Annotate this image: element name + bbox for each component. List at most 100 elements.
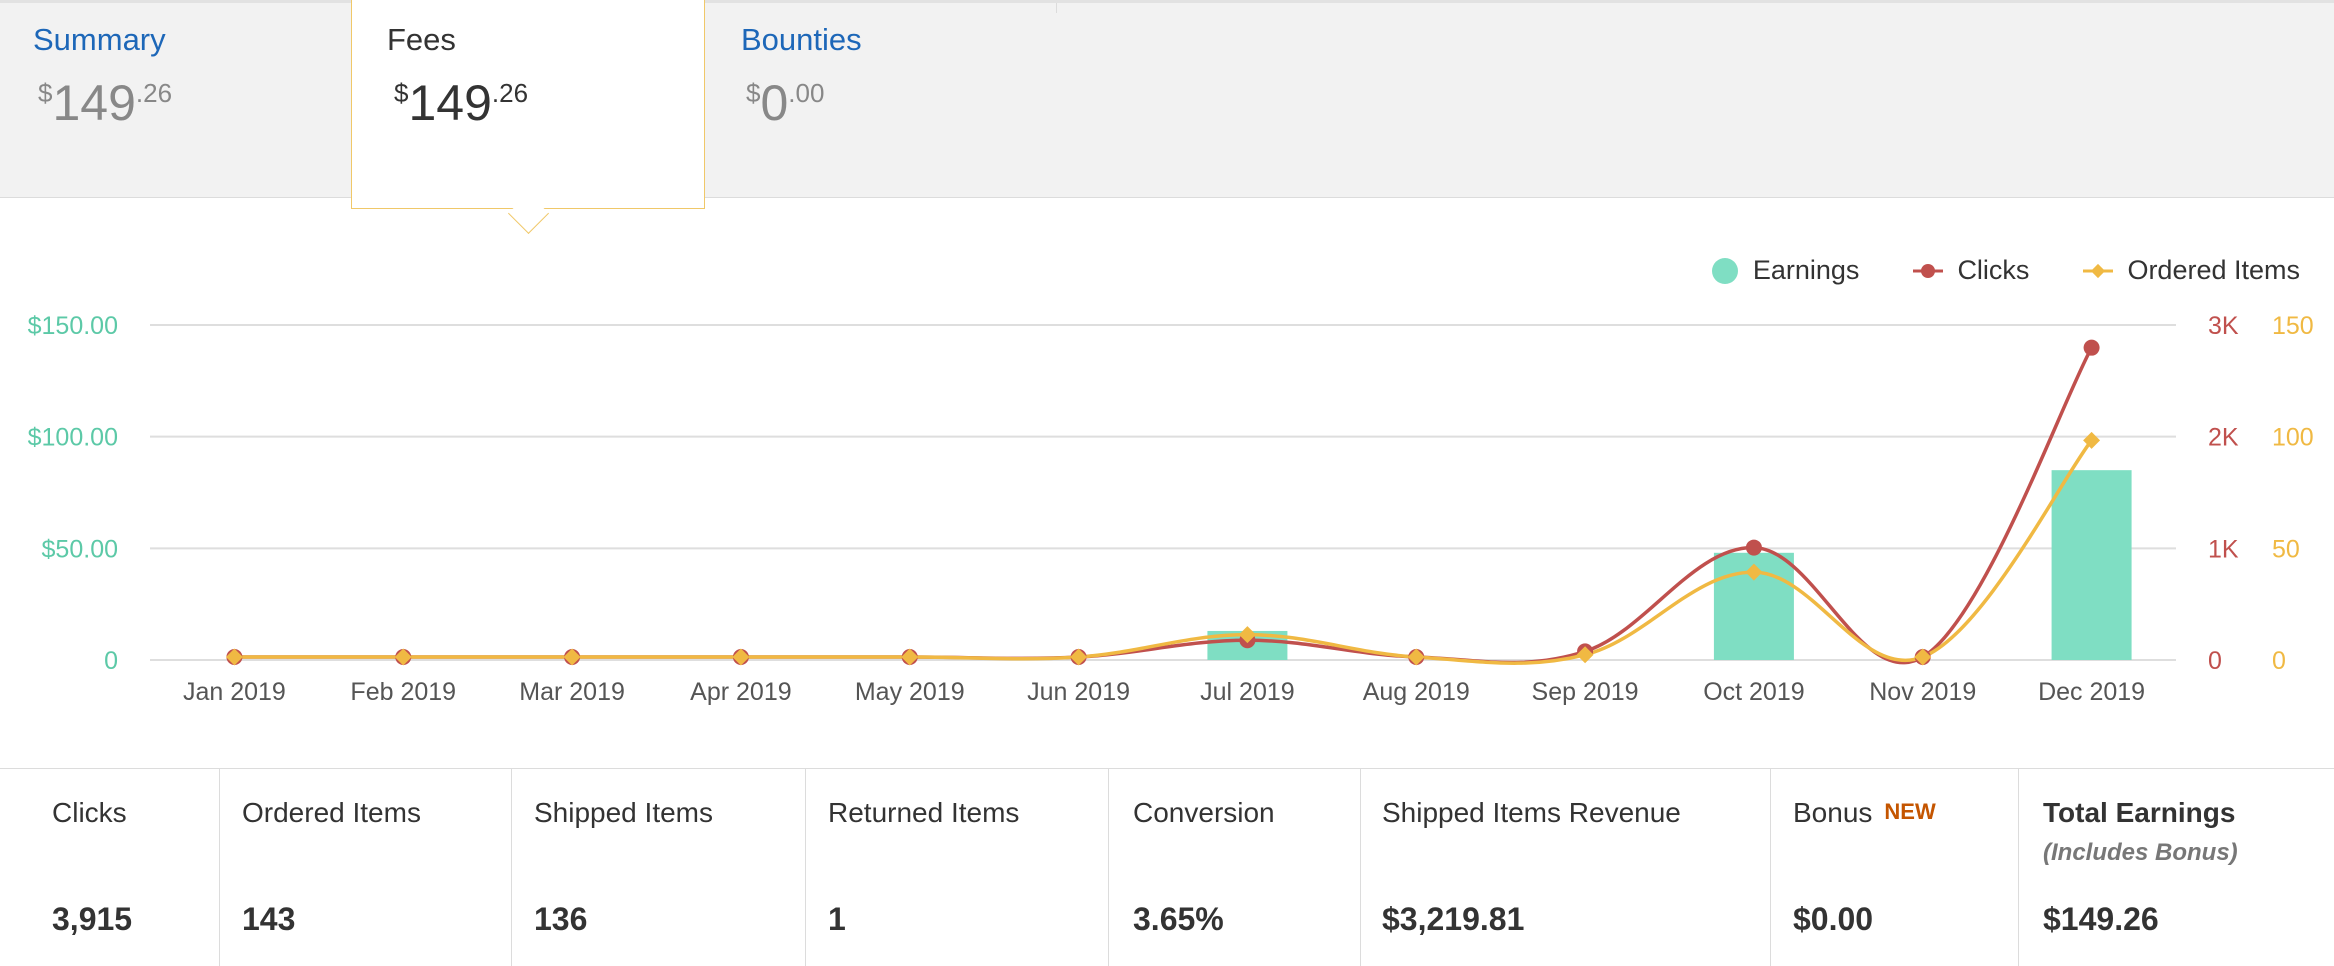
- x-axis-tick: May 2019: [855, 678, 965, 706]
- y-axis-tick-clicks: 1K: [2208, 535, 2239, 563]
- y-axis-tick-ordered: 100: [2272, 424, 2314, 452]
- stat-value: $0.00: [1793, 901, 1874, 937]
- stat-returned-items: Returned Items 1: [806, 769, 1109, 966]
- ordered-items-point: [563, 648, 581, 666]
- ordered-items-point: [225, 648, 243, 666]
- amount-cents: .26: [491, 78, 529, 108]
- ordered-items-point: [394, 648, 412, 666]
- amount-cents: .26: [135, 78, 173, 108]
- stat-label: Shipped Items Revenue: [1382, 797, 1681, 828]
- earnings-chart: 0 $50.00 $100.00 $150.00 0 1K 2K 3K 0 50 100 150 Jan…: [28, 312, 2314, 706]
- chart-lines: [234, 346, 2094, 665]
- stat-value: $3,219.81: [1382, 901, 1525, 937]
- tab-divider: [1056, 3, 1057, 13]
- bonus-label: Bonus: [1793, 797, 1873, 828]
- amount-cents: .00: [788, 78, 825, 108]
- amount-whole: 0: [760, 75, 789, 131]
- ordered-items-point: [1407, 648, 1425, 666]
- stat-label: Ordered Items: [242, 797, 421, 828]
- chart-legend: Earnings Clicks Ordered Items: [1711, 255, 2300, 286]
- y-axis-tick-clicks: 2K: [2208, 424, 2239, 452]
- tab-bounties-label[interactable]: Bounties: [741, 22, 862, 57]
- chart-axis-labels: 0 $50.00 $100.00 $150.00 0 1K 2K 3K 0 50 100 150 Jan…: [28, 312, 2314, 706]
- stat-label: Bonus NEW: [1793, 797, 1936, 829]
- stat-value: 3.65%: [1133, 901, 1224, 937]
- legend-ordered-items[interactable]: Ordered Items: [2083, 255, 2300, 286]
- x-axis-tick: Jan 2019: [183, 678, 286, 706]
- ordered-items-point: [1576, 646, 1594, 664]
- tab-bounties-amount: $0.00: [746, 74, 824, 132]
- stat-shipped-items: Shipped Items 136: [512, 769, 806, 966]
- currency-symbol: $: [746, 78, 761, 108]
- legend-clicks[interactable]: Clicks: [1913, 255, 2029, 286]
- x-axis-tick: Nov 2019: [1869, 678, 1976, 706]
- clicks-line: [234, 346, 2094, 665]
- amount-whole: 149: [52, 75, 136, 131]
- y-axis-tick-left: $150.00: [28, 312, 118, 340]
- tab-summary[interactable]: Summary $149.26: [0, 0, 352, 198]
- legend-earnings[interactable]: Earnings: [1711, 255, 1860, 286]
- summary-stats-row: Clicks 3,915 Ordered Items 143 Shipped I…: [0, 768, 2334, 966]
- stat-sublabel: (Includes Bonus): [2043, 839, 2238, 866]
- new-badge: NEW: [1884, 799, 1936, 824]
- currency-symbol: $: [394, 78, 409, 108]
- y-axis-tick-clicks: 3K: [2208, 312, 2239, 340]
- y-axis-tick-clicks: 0: [2208, 647, 2222, 675]
- legend-clicks-label: Clicks: [1957, 255, 2030, 285]
- stat-label: Conversion: [1133, 797, 1275, 828]
- x-axis-tick: Feb 2019: [350, 678, 456, 706]
- stat-label: Total Earnings: [2043, 797, 2236, 828]
- stat-conversion: Conversion 3.65%: [1109, 769, 1361, 966]
- y-axis-tick-ordered: 150: [2272, 312, 2314, 340]
- stat-ordered-items: Ordered Items 143: [220, 769, 512, 966]
- x-axis-tick: Sep 2019: [1532, 678, 1639, 706]
- y-axis-tick-left: 0: [104, 647, 118, 675]
- amount-whole: 149: [408, 75, 492, 131]
- clicks-point: [1745, 539, 1762, 556]
- stat-value: 143: [242, 901, 296, 937]
- ordered-items-line-icon: [2083, 263, 2114, 278]
- y-axis-tick-ordered: 50: [2272, 535, 2300, 563]
- ordered-items-point: [732, 648, 750, 666]
- chart-markers: [225, 339, 2101, 666]
- ordered-items-line: [234, 439, 2093, 665]
- y-axis-tick-ordered: 0: [2272, 647, 2286, 675]
- x-axis-tick: Dec 2019: [2038, 678, 2145, 706]
- tab-bounties[interactable]: Bounties $0.00: [708, 0, 1056, 198]
- tab-fees-label[interactable]: Fees: [387, 22, 456, 57]
- chart-grid: [150, 324, 2176, 661]
- legend-ordered-items-label: Ordered Items: [2127, 255, 2300, 285]
- x-axis-tick: Jul 2019: [1200, 678, 1295, 706]
- tab-fees[interactable]: Fees $149.26: [351, 0, 705, 235]
- stat-label: Returned Items: [828, 797, 1020, 828]
- ordered-items-point: [901, 648, 919, 666]
- x-axis-tick: Apr 2019: [690, 678, 791, 706]
- x-axis-tick: Mar 2019: [519, 678, 625, 706]
- x-axis-tick: Oct 2019: [1703, 678, 1804, 706]
- tab-summary-label[interactable]: Summary: [33, 22, 166, 57]
- stat-bonus: Bonus NEW $0.00: [1771, 769, 2019, 966]
- y-axis-tick-left: $50.00: [42, 535, 118, 563]
- earnings-swatch-icon: [1711, 257, 1738, 284]
- stat-label: Shipped Items: [534, 797, 713, 828]
- stat-shipped-items-revenue: Shipped Items Revenue $3,219.81: [1361, 769, 1771, 966]
- ordered-items-point: [1914, 648, 1932, 666]
- stat-value: $149.26: [2043, 901, 2159, 937]
- legend-earnings-label: Earnings: [1752, 255, 1860, 285]
- stat-label: Clicks: [52, 797, 127, 828]
- currency-symbol: $: [38, 78, 53, 108]
- tab-fees-amount: $149.26: [394, 74, 528, 132]
- stat-value: 136: [534, 901, 588, 937]
- stat-total-earnings: Total Earnings (Includes Bonus) $149.26: [2019, 769, 2334, 966]
- stat-value: 3,915: [52, 901, 133, 937]
- x-axis-tick: Jun 2019: [1027, 678, 1130, 706]
- clicks-point: [2083, 339, 2100, 356]
- earnings-bar: [2051, 470, 2132, 660]
- y-axis-tick-left: $100.00: [28, 424, 118, 452]
- stat-value: 1: [828, 901, 846, 937]
- stat-clicks: Clicks 3,915: [0, 769, 220, 966]
- tab-summary-amount: $149.26: [38, 74, 172, 132]
- clicks-line-icon: [1913, 263, 1944, 278]
- active-tab-pointer: [507, 192, 550, 235]
- ordered-items-point: [1070, 648, 1088, 666]
